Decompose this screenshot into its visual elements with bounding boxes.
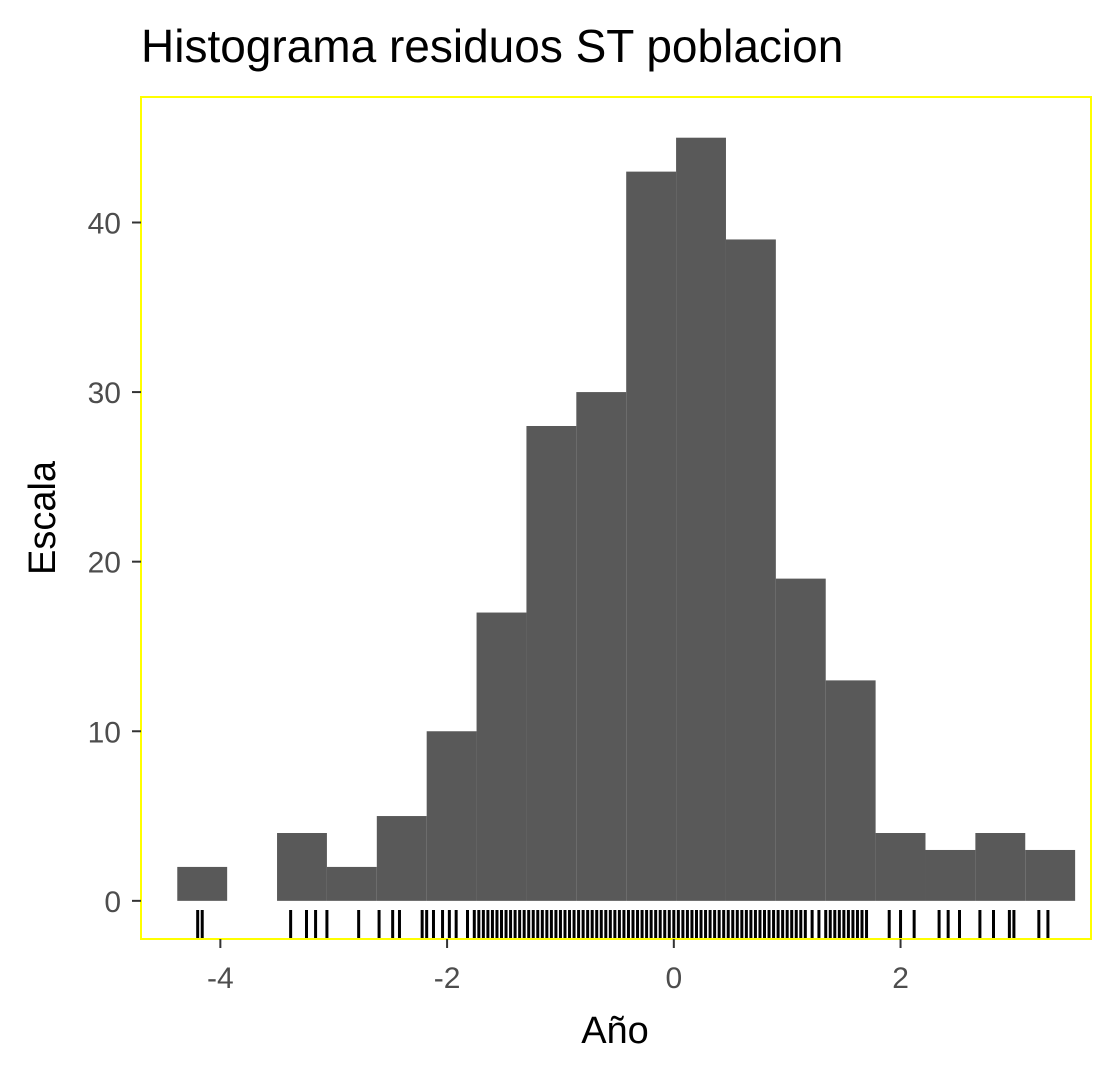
plot-panel-border — [140, 96, 1092, 940]
y-axis: 0 10 20 30 40 — [88, 207, 141, 919]
histogram-bar-6 — [476, 612, 527, 901]
histogram-bar-11 — [725, 239, 776, 901]
histogram-bar-12 — [775, 578, 826, 901]
histogram-bar-14 — [875, 833, 926, 901]
rug-marks — [196, 910, 1050, 938]
histogram-bar-15 — [925, 849, 976, 901]
chart-title: Histograma residuos ST poblacion — [141, 20, 843, 72]
histogram-bars — [177, 137, 1076, 901]
x-tick-label-2: 0 — [665, 962, 682, 995]
histogram-bar-13 — [825, 680, 876, 901]
histogram-bar-17 — [1025, 849, 1076, 901]
histogram-bar-7 — [526, 425, 577, 901]
y-tick-label-3: 30 — [88, 377, 121, 410]
x-axis: -4 -2 0 2 — [207, 939, 909, 995]
histogram-bar-5 — [426, 731, 477, 901]
histogram-bar-4 — [376, 816, 427, 901]
x-tick-label-0: -4 — [207, 962, 234, 995]
y-tick-label-0: 0 — [104, 886, 121, 919]
x-tick-label-1: -2 — [434, 962, 461, 995]
y-tick-label-2: 20 — [88, 547, 121, 580]
y-tick-label-4: 40 — [88, 207, 121, 240]
histogram-bar-10 — [676, 137, 726, 901]
histogram-bar-2 — [277, 833, 327, 901]
histogram-bar-9 — [626, 171, 677, 901]
y-tick-label-1: 10 — [88, 716, 121, 749]
x-tick-label-3: 2 — [892, 962, 909, 995]
histogram-bar-8 — [576, 392, 627, 901]
y-axis-title: Escala — [22, 460, 64, 575]
histogram-bar-16 — [975, 833, 1026, 901]
histogram-bar-3 — [326, 866, 377, 901]
histogram-bar-0 — [177, 866, 228, 901]
x-axis-title: Año — [581, 1010, 649, 1052]
